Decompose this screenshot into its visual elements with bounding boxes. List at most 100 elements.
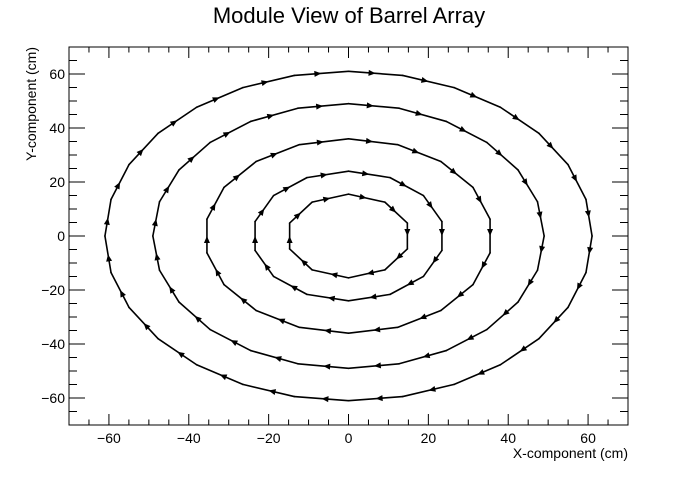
y-tick-label: 40 — [49, 120, 65, 136]
module-arrow — [567, 271, 587, 309]
module-arrow — [453, 363, 502, 386]
module-arrow — [486, 301, 519, 331]
module-arrow — [347, 395, 404, 402]
module-arrow — [538, 306, 569, 340]
module-arrow — [157, 337, 198, 366]
module-arrow — [440, 160, 474, 189]
y-tick-label: −20 — [41, 282, 65, 298]
module-arrow — [306, 170, 350, 179]
module-arrow — [288, 201, 313, 224]
y-tick-label: 0 — [57, 228, 65, 244]
module-arrow — [128, 306, 159, 340]
module-arrow — [158, 169, 180, 203]
y-axis-label: Y-component (cm) — [23, 47, 39, 161]
module-arrow — [401, 74, 455, 89]
module-arrow — [293, 395, 350, 403]
module-arrow — [398, 349, 448, 365]
module-arrow — [472, 252, 491, 286]
module-arrow — [209, 328, 252, 352]
module-arrow — [151, 200, 161, 237]
module-arrow — [157, 106, 198, 135]
module-arrow — [396, 309, 442, 329]
module-arrow — [398, 107, 448, 123]
module-arrow — [472, 186, 491, 220]
module-arrow — [110, 271, 130, 309]
module-arrow — [486, 141, 519, 171]
module-arrow — [438, 220, 445, 252]
module-arrow — [536, 235, 546, 272]
module-arrow — [306, 293, 350, 302]
module-arrow — [404, 222, 411, 250]
module-arrow — [347, 102, 400, 110]
module-arrow — [311, 193, 350, 203]
module-arrow — [422, 249, 443, 278]
module-arrow — [255, 309, 301, 329]
module-arrow — [347, 293, 391, 302]
module-arrow — [272, 176, 308, 197]
module-arrow — [347, 69, 404, 77]
module-arrow — [298, 138, 350, 146]
module-arrow — [453, 86, 502, 109]
module-arrow — [178, 141, 211, 171]
module-arrow — [384, 248, 409, 271]
module-arrow — [158, 269, 180, 303]
module-arrow — [209, 120, 252, 144]
module-arrow — [396, 143, 442, 163]
x-axis-label: X-component (cm) — [513, 445, 628, 461]
module-arrow — [499, 106, 540, 135]
y-tick-label: 60 — [49, 66, 65, 82]
x-tick-label: 40 — [500, 430, 516, 446]
module-arrow — [347, 326, 399, 335]
module-arrow — [585, 235, 594, 274]
x-tick-label: 60 — [580, 430, 596, 446]
x-tick-label: −20 — [257, 430, 281, 446]
module-arrow — [347, 193, 386, 203]
x-tick-label: 0 — [345, 430, 353, 446]
module-arrow — [223, 160, 257, 189]
module-arrow — [311, 269, 350, 279]
module-arrow — [223, 283, 257, 312]
module-ring-layer-1 — [286, 193, 411, 279]
module-arrow — [152, 235, 161, 272]
module-arrow — [249, 349, 299, 365]
module-arrow — [384, 201, 409, 224]
module-arrow — [195, 86, 244, 109]
module-arrow — [255, 143, 301, 163]
module-arrow — [584, 198, 593, 237]
axis-tick-labels: −60 −40 −20 0 20 40 60 −60 −40 −20 0 20 40 60 — [41, 66, 596, 446]
module-arrow — [517, 269, 539, 303]
module-ring-layer-4 — [151, 102, 546, 370]
module-arrow — [389, 275, 425, 296]
module-arrow — [206, 252, 225, 286]
module-arrow — [128, 132, 159, 166]
module-arrow — [347, 362, 400, 370]
module-arrow — [389, 176, 425, 197]
module-arrow — [347, 137, 399, 146]
module-arrow — [538, 132, 569, 166]
module-arrow — [288, 248, 313, 271]
module-arrow — [298, 326, 350, 335]
module-arrow — [422, 194, 443, 223]
x-tick-label: 20 — [421, 430, 437, 446]
y-tick-label: −60 — [41, 390, 65, 406]
module-arrow — [499, 337, 540, 366]
module-rings — [103, 69, 594, 403]
module-arrow — [567, 163, 587, 201]
module-arrow — [178, 301, 211, 331]
module-arrow — [254, 194, 275, 223]
module-arrow — [297, 102, 350, 110]
module-ring-layer-5 — [103, 69, 594, 403]
module-arrow — [110, 163, 130, 201]
module-arrow — [445, 328, 488, 352]
module-arrow — [347, 269, 386, 279]
axis-ticks — [68, 46, 629, 426]
module-arrow — [203, 218, 210, 254]
module-arrow — [536, 200, 545, 237]
module-arrow — [242, 74, 296, 89]
module-arrow — [195, 363, 244, 386]
x-tick-label: −60 — [97, 430, 121, 446]
module-arrow — [293, 70, 350, 77]
module-arrow — [297, 362, 350, 370]
